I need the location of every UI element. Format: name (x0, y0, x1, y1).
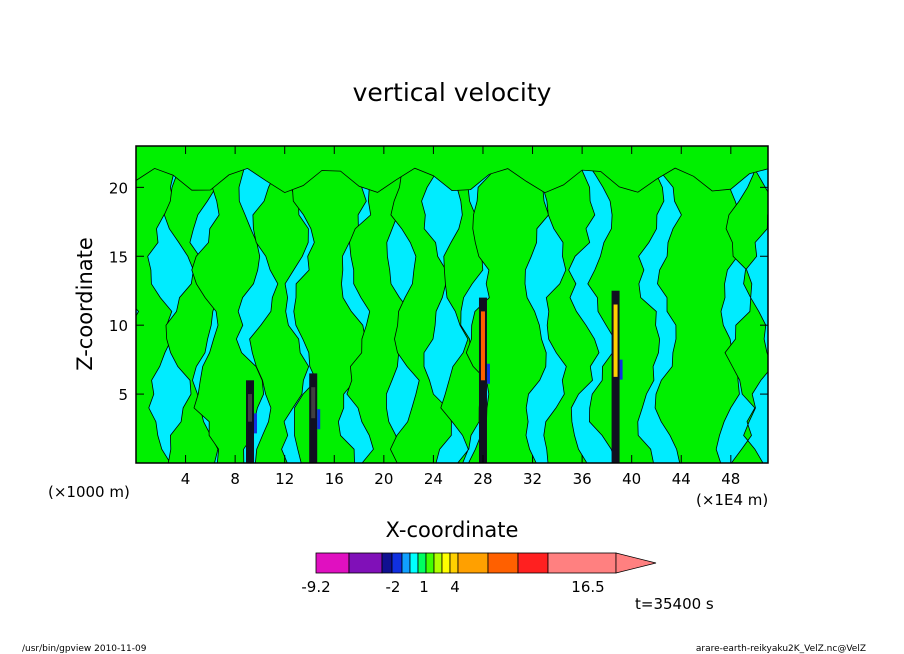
colorbar-label: 16.5 (571, 578, 604, 596)
x-tick-label: 12 (275, 470, 294, 488)
footer-right: arare-earth-reikyaku2K_VelZ.nc@VelZ (696, 644, 866, 654)
positive-velocity-region (724, 146, 768, 463)
downdraft-fringe (317, 409, 321, 430)
colorbar-swatch (409, 552, 419, 574)
colorbar-swatch (457, 552, 489, 574)
x-tick-label: 24 (424, 470, 443, 488)
x-tick-label: 44 (672, 470, 691, 488)
colorbar-extend-arrow (615, 552, 657, 574)
positive-velocity-region (346, 146, 411, 463)
x-tick-label: 36 (573, 470, 592, 488)
colorbar-swatch (401, 552, 411, 574)
updraft-core (480, 311, 485, 381)
x-tick-label: 48 (721, 470, 740, 488)
x-unit-left: (×1000 m) (48, 483, 130, 501)
colorbar-label: -2 (386, 578, 401, 596)
colorbar-swatch (517, 552, 549, 574)
x-tick-label: 4 (181, 470, 191, 488)
downdraft-fringe (254, 413, 258, 434)
colorbar-swatch (441, 552, 451, 574)
positive-velocity-region (389, 146, 452, 463)
positive-velocity-region (542, 146, 600, 463)
x-tick-label: 20 (374, 470, 393, 488)
positive-velocity-region (136, 146, 175, 463)
y-axis-label: Z-coordinate (73, 237, 97, 371)
colorbar-swatch (391, 552, 403, 574)
colorbar-swatch (487, 552, 519, 574)
footer-left: /usr/bin/gpview 2010-11-09 (22, 644, 147, 654)
colorbar-swatch (381, 552, 393, 574)
x-tick-label: 28 (473, 470, 492, 488)
x-tick-label: 8 (230, 470, 240, 488)
colorbar-label: 4 (450, 578, 460, 596)
x-tick-label: 40 (622, 470, 641, 488)
positive-velocity-region (465, 146, 550, 463)
colorbar-swatch (449, 552, 459, 574)
colorbar-swatch (547, 552, 617, 574)
colorbar-swatch (425, 552, 435, 574)
contour-field (136, 146, 768, 463)
downdraft-fringe (486, 363, 490, 384)
positive-velocity-region (136, 146, 768, 194)
positive-velocity-regions (136, 146, 768, 463)
x-axis-ticks: 4 8 12 16 20 24 28 32 36 40 44 48 (181, 146, 740, 488)
positive-velocity-region (163, 146, 219, 463)
chart-title: vertical velocity (353, 78, 552, 107)
time-label: t=35400 s (635, 595, 714, 613)
y-tick-label: 15 (109, 248, 128, 266)
updraft-columns (246, 290, 623, 463)
colorbar-swatch (348, 552, 383, 574)
updraft-core (613, 304, 618, 377)
y-tick-label: 5 (118, 386, 128, 404)
y-tick-label: 10 (109, 317, 128, 335)
colorbar (315, 552, 657, 574)
colorbar-label: 1 (419, 578, 429, 596)
y-axis-ticks: 5 10 15 20 (109, 179, 768, 404)
updraft-core (248, 394, 253, 422)
x-unit-right: (×1E4 m) (696, 491, 768, 509)
colorbar-swatch (433, 552, 443, 574)
plot-frame (135, 145, 769, 464)
colorbar-swatch (315, 552, 350, 574)
colorbar-labels: -9.2 -2 1 4 16.5 (301, 578, 604, 596)
x-tick-label: 32 (523, 470, 542, 488)
updraft-column (478, 297, 487, 463)
colorbar-label: -9.2 (301, 578, 330, 596)
downdraft-fringe (619, 359, 623, 380)
x-tick-label: 16 (325, 470, 344, 488)
colorbar-swatch (417, 552, 427, 574)
updraft-column (309, 373, 318, 463)
positive-velocity-region (249, 146, 310, 463)
y-tick-label: 20 (109, 179, 128, 197)
updraft-core (311, 387, 316, 419)
x-axis-label: X-coordinate (386, 518, 519, 542)
